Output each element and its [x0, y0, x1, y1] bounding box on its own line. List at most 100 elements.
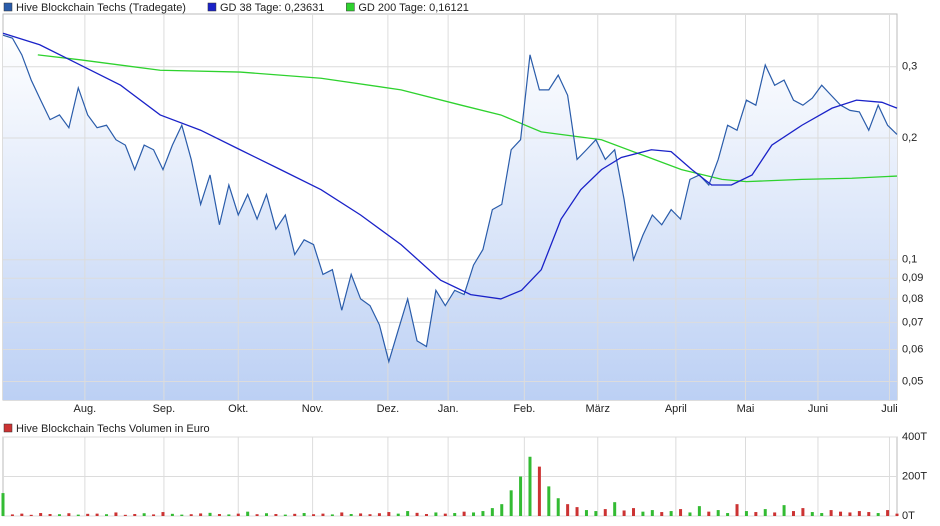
- volume-bar: [415, 512, 419, 516]
- volume-bar: [95, 513, 99, 516]
- volume-bar: [688, 512, 692, 516]
- volume-bar: [669, 511, 673, 516]
- volume-bar: [857, 511, 861, 516]
- volume-bar: [142, 513, 146, 516]
- moving-average-line: [2, 32, 898, 300]
- volume-bar: [86, 513, 90, 516]
- volume-bar: [528, 456, 532, 516]
- x-tick-label: Nov.: [302, 403, 324, 415]
- volume-bar: [359, 513, 363, 516]
- volume-bar: [575, 507, 579, 516]
- volume-bar: [199, 513, 203, 516]
- volume-bar: [434, 512, 438, 516]
- volume-bar: [801, 508, 805, 516]
- volume-bar: [264, 513, 268, 516]
- volume-bar: [114, 512, 118, 516]
- volume-bar: [406, 511, 410, 516]
- volume-bar: [39, 513, 43, 516]
- volume-bar: [566, 504, 570, 516]
- volume-bar: [123, 514, 127, 516]
- volume-title: Hive Blockchain Techs Volumen in Euro: [16, 423, 210, 435]
- volume-bar: [603, 509, 607, 516]
- volume-bar: [217, 514, 221, 516]
- volume-bar: [246, 511, 250, 516]
- volume-bar: [754, 512, 758, 516]
- volume-bar: [848, 512, 852, 516]
- volume-bar: [368, 514, 372, 516]
- volume-bar: [641, 511, 645, 516]
- y-tick-label: 0,06: [902, 343, 923, 355]
- volume-bar: [810, 512, 814, 516]
- moving-average-line: [37, 54, 898, 183]
- volume-bar: [349, 514, 353, 516]
- volume-bar: [321, 513, 325, 516]
- volume-bar: [650, 510, 654, 516]
- legend-label: GD 38 Tage: 0,23631: [220, 2, 324, 14]
- legend-swatch: [346, 2, 355, 12]
- x-tick-label: Dez.: [377, 403, 400, 415]
- volume-bar: [584, 510, 588, 516]
- volume-bar: [180, 514, 184, 516]
- volume-bar: [763, 509, 767, 516]
- volume-bar: [895, 513, 899, 516]
- volume-bar: [396, 513, 400, 516]
- volume-bar: [387, 512, 391, 516]
- volume-bar: [227, 514, 231, 516]
- volume-bar: [622, 510, 626, 516]
- volume-bar: [161, 512, 165, 516]
- volume-bar: [594, 511, 598, 516]
- volume-bar: [462, 511, 466, 516]
- volume-bar: [509, 490, 513, 516]
- price-line: [2, 34, 898, 364]
- volume-bar: [152, 514, 156, 516]
- volume-bar: [537, 466, 541, 516]
- volume-bar: [20, 513, 24, 516]
- x-tick-label: Sep.: [153, 403, 176, 415]
- volume-bar: [820, 513, 824, 516]
- volume-bar: [293, 513, 297, 516]
- volume-bar: [340, 512, 344, 516]
- volume-bar: [744, 511, 748, 516]
- x-tick-label: Mai: [737, 403, 755, 415]
- volume-bar: [208, 512, 212, 516]
- volume-bar: [443, 513, 447, 516]
- y-tick-label: 0,2: [902, 132, 917, 144]
- volume-bar: [105, 514, 109, 516]
- volume-bar: [867, 512, 871, 516]
- volume-bar: [556, 498, 560, 516]
- legend-swatch: [207, 2, 217, 12]
- volume-bar: [876, 513, 880, 516]
- volume-bar: [472, 512, 476, 516]
- y-tick-label: 0,3: [902, 61, 917, 73]
- volume-bar: [1, 493, 5, 516]
- volume-bar: [716, 510, 720, 516]
- volume-bar: [236, 513, 240, 516]
- volume-bar: [170, 513, 174, 516]
- x-tick-label: Juni: [808, 403, 828, 415]
- volume-bar: [791, 511, 795, 516]
- volume-bar: [773, 512, 777, 516]
- volume-bar: [697, 506, 701, 516]
- y-tick-label: 0T: [902, 510, 915, 522]
- legend-swatch: [3, 423, 13, 433]
- volume-bar: [29, 514, 33, 516]
- x-tick-label: Juli: [881, 403, 898, 415]
- y-tick-label: 0,09: [902, 272, 923, 284]
- y-tick-label: 0,05: [902, 375, 923, 387]
- volume-bar: [330, 514, 334, 516]
- y-tick-label: 0,07: [902, 316, 923, 328]
- volume-bar: [839, 511, 843, 516]
- volume-bar: [519, 476, 523, 516]
- volume-bar: [189, 514, 193, 516]
- volume-bar: [312, 514, 316, 516]
- x-tick-label: April: [665, 403, 687, 415]
- x-tick-label: Okt.: [228, 403, 248, 415]
- volume-bar: [613, 502, 617, 516]
- x-tick-label: Aug.: [74, 403, 97, 415]
- y-tick-label: 0,1: [902, 254, 917, 266]
- volume-bar: [481, 511, 485, 516]
- volume-bar: [283, 514, 287, 516]
- volume-bar: [735, 504, 739, 516]
- legend-swatch: [3, 2, 13, 12]
